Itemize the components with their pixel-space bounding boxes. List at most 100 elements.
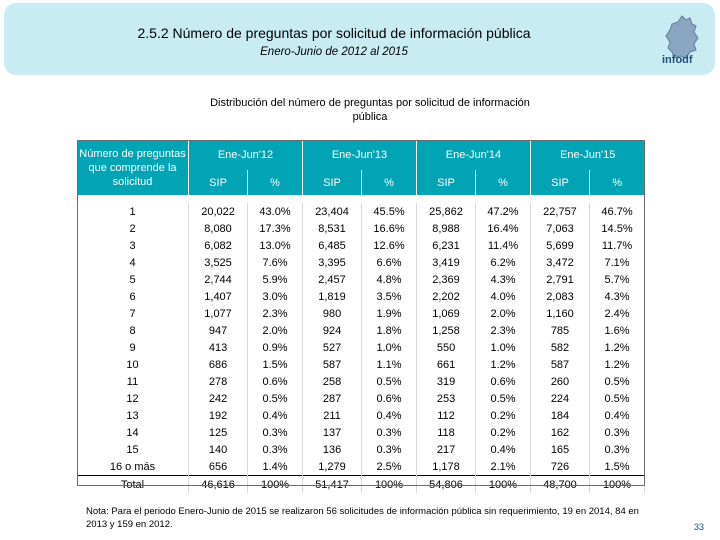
table-cell: 1,160 bbox=[530, 305, 591, 322]
table-row: 6 1,407 3.0% 1,819 3.5% 2,202 4.0% 2,083 4.3% bbox=[77, 288, 645, 305]
table-cell: 140 bbox=[188, 441, 249, 458]
table-cell: 1,279 bbox=[302, 458, 363, 476]
row-label: 8 bbox=[77, 322, 189, 339]
data-table: Número de preguntas que comprende la sol… bbox=[77, 140, 645, 493]
table-cell: 43.0% bbox=[247, 203, 303, 220]
table-cell: 785 bbox=[530, 322, 591, 339]
table-cell: 2.0% bbox=[247, 322, 303, 339]
table-cell: 2,202 bbox=[416, 288, 477, 305]
table-row: 8 947 2.0% 924 1.8% 1,258 2.3% 785 1.6% bbox=[77, 322, 645, 339]
table-cell: 137 bbox=[302, 424, 363, 441]
table-cell: 1,077 bbox=[188, 305, 249, 322]
table-cell: 1.9% bbox=[361, 305, 417, 322]
table-row: 13 192 0.4% 211 0.4% 112 0.2% 184 0.4% bbox=[77, 407, 645, 424]
table-cell: 118 bbox=[416, 424, 477, 441]
table-cell: 0.4% bbox=[589, 407, 645, 424]
table-row: 5 2,744 5.9% 2,457 4.8% 2,369 4.3% 2,791 5.7% bbox=[77, 271, 645, 288]
table-cell: 3,419 bbox=[416, 254, 477, 271]
table-cell: 1.8% bbox=[361, 322, 417, 339]
table-cell: 0.5% bbox=[589, 373, 645, 390]
table-cell: 1,069 bbox=[416, 305, 477, 322]
table-cell: 2,369 bbox=[416, 271, 477, 288]
table-cell: 1.5% bbox=[247, 356, 303, 373]
sub-header-pct: % bbox=[247, 170, 303, 195]
table-row: 16 o más 656 1.4% 1,279 2.5% 1,178 2.1% 726 1.5% bbox=[77, 458, 645, 476]
table-cell: 2.5% bbox=[361, 458, 417, 476]
row-label: 3 bbox=[77, 237, 189, 254]
table-row: 3 6,082 13.0% 6,485 12.6% 6,231 11.4% 5,699 11.7… bbox=[77, 237, 645, 254]
table-cell: 217 bbox=[416, 441, 477, 458]
table-cell: 582 bbox=[530, 339, 591, 356]
row-label: 4 bbox=[77, 254, 189, 271]
table-cell: 2.4% bbox=[589, 305, 645, 322]
table-cell: 8,531 bbox=[302, 220, 363, 237]
table-cell: 686 bbox=[188, 356, 249, 373]
table-cell: 224 bbox=[530, 390, 591, 407]
table-cell: 0.2% bbox=[475, 407, 531, 424]
row-label: 9 bbox=[77, 339, 189, 356]
table-cell: 45.5% bbox=[361, 203, 417, 220]
table-cell: 0.5% bbox=[589, 390, 645, 407]
table-cell: 1.6% bbox=[589, 322, 645, 339]
year-header: Ene-Jun'15 bbox=[530, 140, 645, 170]
table-row: 7 1,077 2.3% 980 1.9% 1,069 2.0% 1,160 2.4% bbox=[77, 305, 645, 322]
table-cell: 980 bbox=[302, 305, 363, 322]
table-cell: 0.5% bbox=[475, 390, 531, 407]
table-cell: 587 bbox=[302, 356, 363, 373]
table-cell: 3,525 bbox=[188, 254, 249, 271]
table-cell: 1.5% bbox=[589, 458, 645, 476]
table-cell: 6,485 bbox=[302, 237, 363, 254]
total-cell: 100% bbox=[589, 475, 645, 493]
table-cell: 20,022 bbox=[188, 203, 249, 220]
total-cell: 46,616 bbox=[188, 475, 249, 493]
table-cell: 2.0% bbox=[475, 305, 531, 322]
table-row: 15 140 0.3% 136 0.3% 217 0.4% 165 0.3% bbox=[77, 441, 645, 458]
total-cell: 51,417 bbox=[302, 475, 363, 493]
table-cell: 656 bbox=[188, 458, 249, 476]
table-cell: 1.1% bbox=[361, 356, 417, 373]
year-header: Ene-Jun'12 bbox=[188, 140, 303, 170]
table-cell: 527 bbox=[302, 339, 363, 356]
table-cell: 162 bbox=[530, 424, 591, 441]
table-cell: 2.3% bbox=[475, 322, 531, 339]
table-cell: 2,791 bbox=[530, 271, 591, 288]
table-cell: 278 bbox=[188, 373, 249, 390]
table-cell: 22,757 bbox=[530, 203, 591, 220]
table-cell: 3.0% bbox=[247, 288, 303, 305]
table-cell: 260 bbox=[530, 373, 591, 390]
sub-header-sip: SIP bbox=[188, 170, 249, 195]
table-cell: 16.6% bbox=[361, 220, 417, 237]
table-cell: 0.9% bbox=[247, 339, 303, 356]
sub-header-sip: SIP bbox=[530, 170, 591, 195]
year-header: Ene-Jun'13 bbox=[302, 140, 417, 170]
table-cell: 1,407 bbox=[188, 288, 249, 305]
table-cell: 1,258 bbox=[416, 322, 477, 339]
table-cell: 0.2% bbox=[475, 424, 531, 441]
table-cell: 0.3% bbox=[361, 424, 417, 441]
table-cell: 6,082 bbox=[188, 237, 249, 254]
table-cell: 1,819 bbox=[302, 288, 363, 305]
table-cell: 211 bbox=[302, 407, 363, 424]
total-cell: 100% bbox=[361, 475, 417, 493]
table-row: 11 278 0.6% 258 0.5% 319 0.6% 260 0.5% bbox=[77, 373, 645, 390]
table-cell: 1.0% bbox=[475, 339, 531, 356]
table-cell: 947 bbox=[188, 322, 249, 339]
logo-text: infodf bbox=[662, 54, 693, 66]
table-cell: 112 bbox=[416, 407, 477, 424]
table-cell: 726 bbox=[530, 458, 591, 476]
table-cell: 14.5% bbox=[589, 220, 645, 237]
table-cell: 4.8% bbox=[361, 271, 417, 288]
row-label: 7 bbox=[77, 305, 189, 322]
table-caption: Distribución del número de preguntas por… bbox=[210, 97, 530, 123]
total-cell: 100% bbox=[247, 475, 303, 493]
table-cell: 125 bbox=[188, 424, 249, 441]
table-cell: 2.1% bbox=[475, 458, 531, 476]
table-cell: 46.7% bbox=[589, 203, 645, 220]
table-cell: 1.0% bbox=[361, 339, 417, 356]
table-cell: 8,080 bbox=[188, 220, 249, 237]
table-row: 14 125 0.3% 137 0.3% 118 0.2% 162 0.3% bbox=[77, 424, 645, 441]
header-banner: 2.5.2 Número de preguntas por solicitud … bbox=[4, 3, 715, 75]
sub-header-sip: SIP bbox=[416, 170, 477, 195]
table-cell: 924 bbox=[302, 322, 363, 339]
table-cell: 0.4% bbox=[247, 407, 303, 424]
